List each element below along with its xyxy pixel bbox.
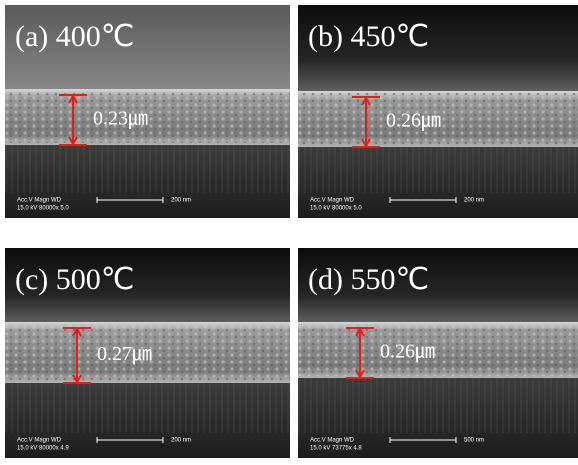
substrate-texture xyxy=(5,383,290,433)
sem-panel: (d) 550℃ 0.26㎛ Acc.V Magn WD 15.0 kV 73775x… xyxy=(298,248,578,458)
film-texture xyxy=(298,324,578,376)
substrate-texture xyxy=(298,147,578,193)
panel-label: (a) 400℃ xyxy=(15,20,135,53)
meta-header: Acc.V Magn WD xyxy=(310,438,355,444)
meta-header: Acc.V Magn WD xyxy=(17,198,62,204)
meta-values: 15.0 kV 80000x 4.9 xyxy=(17,446,69,452)
meta-values: 15.0 kV 80000x 5.0 xyxy=(310,206,362,212)
meta-values: 15.0 kV 73775x 4.8 xyxy=(310,446,362,452)
panel-label: (b) 450℃ xyxy=(308,20,429,53)
meta-values: 15.0 kV 80000x 5.0 xyxy=(17,206,69,212)
panel-label: (d) 550℃ xyxy=(308,263,429,296)
meta-header: Acc.V Magn WD xyxy=(17,438,62,444)
panel-label: (c) 500℃ xyxy=(15,263,135,296)
thickness-label: 0.26㎛ xyxy=(380,341,435,363)
thickness-label: 0.27㎛ xyxy=(97,343,152,365)
scale-label: 500 nm xyxy=(464,438,484,444)
scale-label: 200 nm xyxy=(171,198,191,204)
sem-panel: (b) 450℃ 0.26㎛ Acc.V Magn WD 15.0 kV 80000x… xyxy=(298,5,578,218)
thickness-label: 0.23㎛ xyxy=(93,108,148,130)
figure: (a) 400℃ 0.23㎛ Acc.V Magn WD 15.0 kV 80000x… xyxy=(0,0,578,460)
sem-panel: (c) 500℃ 0.27㎛ Acc.V Magn WD 15.0 kV 80000x… xyxy=(5,248,290,458)
thickness-label: 0.26㎛ xyxy=(386,110,441,132)
scale-label: 200 nm xyxy=(464,198,484,204)
substrate-texture xyxy=(298,378,578,433)
meta-header: Acc.V Magn WD xyxy=(310,198,355,204)
sem-panel: (a) 400℃ 0.23㎛ Acc.V Magn WD 15.0 kV 80000x… xyxy=(5,5,290,218)
scale-label: 200 nm xyxy=(171,438,191,444)
substrate-texture xyxy=(5,145,290,193)
